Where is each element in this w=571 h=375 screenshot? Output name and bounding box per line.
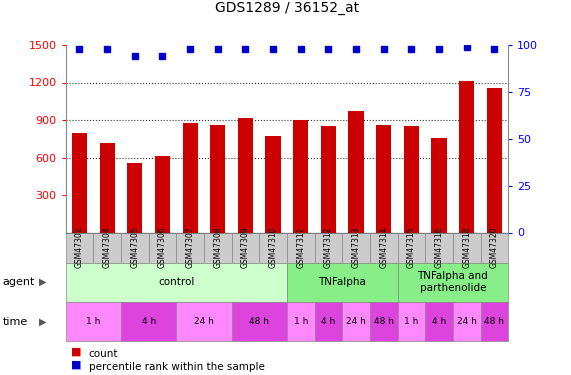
Bar <box>266 136 281 232</box>
Text: percentile rank within the sample: percentile rank within the sample <box>89 363 264 372</box>
Text: time: time <box>3 316 28 327</box>
Bar <box>486 87 502 232</box>
Text: TNFalpha: TNFalpha <box>318 277 366 287</box>
Text: 24 h: 24 h <box>457 317 477 326</box>
Text: GDS1289 / 36152_at: GDS1289 / 36152_at <box>215 1 359 15</box>
Bar <box>238 117 253 232</box>
Text: GSM47302: GSM47302 <box>75 227 84 268</box>
Text: 4 h: 4 h <box>142 317 156 326</box>
Text: GSM47316: GSM47316 <box>435 227 444 268</box>
Bar <box>72 132 87 232</box>
Bar <box>183 123 198 232</box>
Text: GSM47312: GSM47312 <box>324 227 333 268</box>
Bar <box>127 163 142 232</box>
Bar <box>348 111 364 232</box>
Text: 1 h: 1 h <box>293 317 308 326</box>
Text: GSM47308: GSM47308 <box>214 227 222 268</box>
Text: ▶: ▶ <box>39 316 47 327</box>
Text: ■: ■ <box>71 346 82 356</box>
Text: 4 h: 4 h <box>321 317 336 326</box>
Text: GSM47311: GSM47311 <box>296 227 305 268</box>
Bar <box>459 81 475 232</box>
Bar <box>432 138 447 232</box>
Bar <box>155 156 170 232</box>
Bar <box>210 125 226 232</box>
Bar <box>321 126 336 232</box>
Text: agent: agent <box>3 277 35 287</box>
Text: 24 h: 24 h <box>194 317 214 326</box>
Text: GSM47307: GSM47307 <box>186 226 195 268</box>
Text: GSM47306: GSM47306 <box>158 226 167 268</box>
Text: control: control <box>158 277 195 287</box>
Text: 4 h: 4 h <box>432 317 446 326</box>
Text: GSM47304: GSM47304 <box>103 226 112 268</box>
Bar <box>376 125 391 232</box>
Text: GSM47314: GSM47314 <box>379 227 388 268</box>
Text: GSM47310: GSM47310 <box>268 227 278 268</box>
Text: 48 h: 48 h <box>250 317 270 326</box>
Text: GSM47318: GSM47318 <box>462 227 471 268</box>
Text: 1 h: 1 h <box>404 317 419 326</box>
Text: GSM47320: GSM47320 <box>490 227 499 268</box>
Text: GSM47313: GSM47313 <box>352 227 360 268</box>
Text: count: count <box>89 350 118 359</box>
Text: TNFalpha and
parthenolide: TNFalpha and parthenolide <box>417 272 488 293</box>
Text: GSM47315: GSM47315 <box>407 227 416 268</box>
Text: GSM47309: GSM47309 <box>241 226 250 268</box>
Text: 1 h: 1 h <box>86 317 100 326</box>
Text: 24 h: 24 h <box>346 317 366 326</box>
Text: 48 h: 48 h <box>484 317 504 326</box>
Text: GSM47305: GSM47305 <box>130 226 139 268</box>
Bar <box>404 126 419 232</box>
Text: ▶: ▶ <box>39 277 47 287</box>
Bar <box>99 143 115 232</box>
Bar <box>293 120 308 232</box>
Text: 48 h: 48 h <box>374 317 394 326</box>
Text: ■: ■ <box>71 360 82 369</box>
